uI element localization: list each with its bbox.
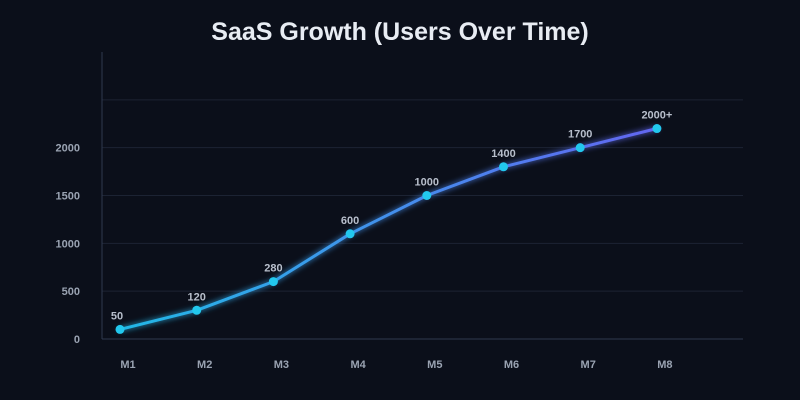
data-point	[422, 191, 432, 200]
data-point	[268, 277, 278, 287]
data-point	[575, 143, 585, 153]
data-label: 280	[264, 263, 282, 275]
data-label: 2000+	[641, 110, 672, 122]
data-label: 600	[341, 215, 359, 227]
x-tick-label: M1	[120, 359, 135, 371]
y-tick-label: 500	[62, 286, 80, 298]
x-tick-label: M2	[197, 359, 212, 371]
x-tick-label: M4	[350, 359, 366, 371]
x-tick-label: M3	[274, 359, 289, 371]
data-point	[192, 305, 202, 315]
series-layer	[115, 124, 662, 334]
y-tick-label: 1500	[56, 191, 80, 203]
y-tick-label: 0	[74, 334, 80, 346]
x-tick-label: M5	[427, 359, 442, 371]
y-tick-label: 1000	[56, 238, 80, 250]
x-tick-label: M7	[581, 359, 596, 371]
axis-layer: 0 500 1000 1500 2000 M1 M2 M3 M4 M5 M6 M7 M8	[56, 52, 743, 371]
data-point	[652, 124, 662, 134]
series-line	[118, 127, 659, 331]
label-layer: 50 120 280 600 1000 1400 1700 2000+	[111, 110, 672, 323]
chart-title: SaaS Growth (Users Over Time)	[211, 18, 589, 46]
y-tick-label: 2000	[56, 143, 80, 155]
data-label: 1400	[491, 148, 515, 160]
x-tick-label: M6	[504, 359, 519, 371]
data-point	[499, 162, 508, 172]
data-label: 1700	[568, 129, 592, 141]
data-label: 50	[111, 310, 123, 322]
data-point	[115, 324, 125, 334]
x-tick-label: M8	[657, 359, 672, 371]
data-point	[345, 229, 355, 239]
data-label: 1000	[415, 177, 439, 189]
data-label: 120	[188, 291, 206, 303]
